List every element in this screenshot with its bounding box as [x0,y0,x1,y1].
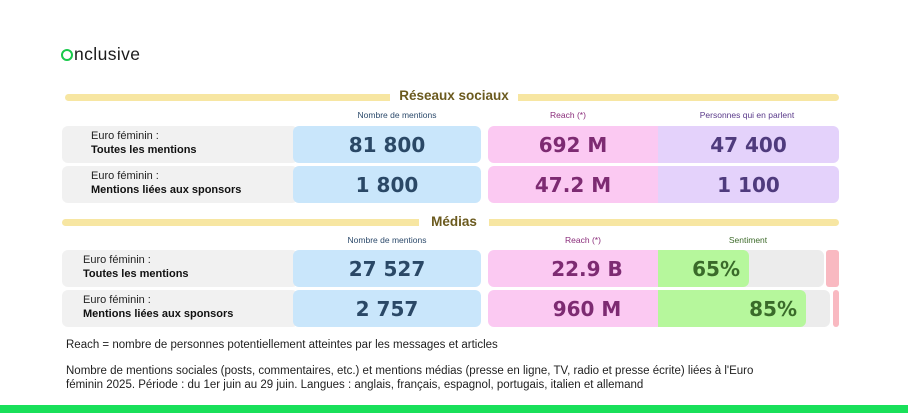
col-head-mentions-social: Nombre de mentions [357,110,437,120]
footer-accent-bar [0,405,908,413]
row-label-line1: Euro féminin : [83,254,151,266]
section-title-media: Médias [419,214,489,229]
sentiment-positive-bar: 65% [658,250,749,287]
row-label-line1: Euro féminin : [83,294,151,306]
logo-o-ring-icon [61,49,73,61]
onclusive-logo: nclusive [61,44,140,65]
reach-cell: 692 M [488,126,658,163]
col-head-people-social: Personnes qui en parlent [699,110,795,120]
logo-text: nclusive [74,44,141,64]
scope-note-line2: féminin 2025. Période : du 1er juin au 2… [66,379,644,391]
row-label-line2: Toutes les mentions [83,268,189,280]
col-head-sentiment-media: Sentiment [728,235,768,245]
reach-cell: 960 M [488,290,686,327]
reach-cell: 22.9 B [488,250,686,287]
mentions-cell: 1 800 [293,166,481,203]
row-label-line2: Mentions liées aux sponsors [91,184,242,196]
row-label-line1: Euro féminin : [91,170,159,182]
mentions-cell: 81 800 [293,126,481,163]
reach-definition-note: Reach = nombre de personnes potentiellem… [66,339,498,351]
row-label-media-sponsors: Euro féminin : Mentions liées aux sponso… [62,290,298,327]
row-label-social-sponsors: Euro féminin : Mentions liées aux sponso… [62,166,298,203]
people-cell: 1 100 [658,166,839,203]
reach-cell: 47.2 M [488,166,658,203]
sentiment-positive-bar: 85% [658,290,806,327]
row-label-line2: Mentions liées aux sponsors [83,308,234,320]
section-title-social: Réseaux sociaux [390,88,518,103]
col-head-mentions-media: Nombre de mentions [347,235,427,245]
sentiment-negative-bar [826,250,839,287]
col-head-reach-social: Reach (*) [550,110,586,120]
col-head-reach-media: Reach (*) [565,235,601,245]
sentiment-negative-bar [833,290,839,327]
row-label-social-all: Euro féminin : Toutes les mentions [62,126,298,163]
mentions-cell: 27 527 [293,250,481,287]
scope-note-line1: Nombre de mentions sociales (posts, comm… [66,365,754,377]
row-label-line2: Toutes les mentions [91,144,197,156]
row-label-line1: Euro féminin : [91,130,159,142]
row-label-media-all: Euro féminin : Toutes les mentions [62,250,298,287]
mentions-cell: 2 757 [293,290,481,327]
people-cell: 47 400 [658,126,839,163]
